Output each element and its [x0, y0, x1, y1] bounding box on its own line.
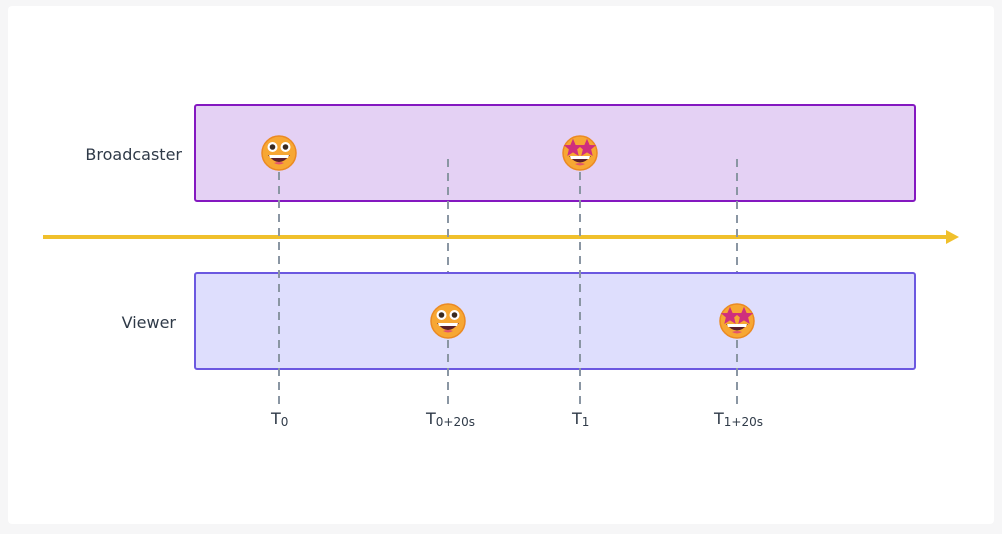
grinning-face-icon: [430, 303, 466, 339]
tick-label-t1-20s: T1+20s: [713, 409, 763, 429]
viewer-lane: [194, 272, 916, 370]
timeline-arrow: [43, 230, 959, 244]
tick-label-t0: T0: [270, 409, 288, 429]
broadcaster-lane: [194, 104, 916, 202]
tick-label-t1: T1: [571, 409, 589, 429]
broadcaster-label: Broadcaster: [85, 145, 182, 164]
grinning-face-icon: [261, 135, 297, 171]
tick-sub: 1: [582, 415, 590, 429]
star-struck-face-icon: [562, 135, 598, 171]
star-struck-face-icon: [719, 303, 755, 339]
tick-sub: 0: [281, 415, 289, 429]
tick-base: T: [571, 409, 582, 428]
tick-sub: 1+20s: [724, 415, 763, 429]
viewer-label: Viewer: [122, 313, 177, 332]
tick-sub: 0+20s: [436, 415, 475, 429]
diagram-card: [8, 6, 994, 524]
time-marker-lines: [278, 159, 738, 404]
tick-base: T: [270, 409, 281, 428]
tick-base: T: [713, 409, 724, 428]
tick-label-t0-20s: T0+20s: [425, 409, 475, 429]
tick-base: T: [425, 409, 436, 428]
